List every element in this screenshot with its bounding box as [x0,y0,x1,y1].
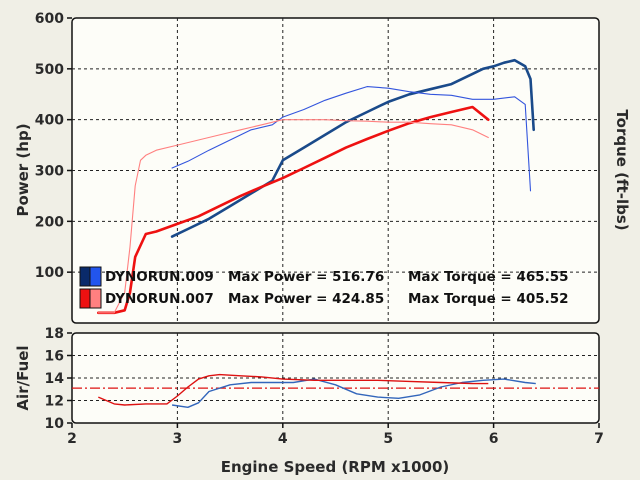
series-dynorun-007-torque [97,119,489,314]
x-tick-label: 6 [489,431,499,447]
x-axis-title: Engine Speed (RPM x1000) [221,458,450,476]
legend-swatch-torque [89,288,102,309]
y-tick-label: 18 [45,326,64,342]
y-axis-title-power: Power (hp) [14,123,32,216]
legend-swatch-torque [89,266,102,287]
power-torque-grid [72,18,599,323]
air-fuel-series-dynorun-009 [171,378,536,408]
legend: DYNORUN.009 Max Power = 516.76 Max Torque … [79,266,569,309]
y-tick-label: 300 [35,164,64,180]
y-tick-label: 12 [45,394,64,410]
y-tick-label: 100 [35,265,64,281]
air-fuel-series-dynorun-007 [98,373,489,406]
legend-swatch-power [79,288,91,309]
x-tick-label: 3 [173,431,183,447]
x-tick-label: 7 [594,431,604,447]
y-axis-title-torque: Torque (ft-lbs) [613,109,631,230]
air-fuel-y-ticks: 10 12 14 16 18 [45,326,72,432]
legend-run-name: DYNORUN.009 [105,269,214,285]
y-tick-label: 14 [45,371,65,387]
legend-row: DYNORUN.009 Max Power = 516.76 Max Torque … [79,266,569,287]
power-torque-series [97,58,536,315]
air-fuel-series [98,373,536,408]
legend-swatch-power [79,266,91,287]
power-torque-y-ticks: 100 200 300 400 500 600 [35,11,72,281]
x-tick-label: 2 [67,431,77,447]
legend-row: DYNORUN.007 Max Power = 424.85 Max Torque … [79,288,569,309]
legend-max-power: Max Power = 516.76 [228,269,384,285]
series-dynorun-009-power [170,58,536,238]
y-tick-label: 500 [35,62,64,78]
power-torque-panel: 100 200 300 400 500 600 DYNORUN.009 Max Power … [35,11,600,324]
x-axis-ticks: 2 3 4 5 6 7 [67,423,604,447]
series-dynorun-009-torque [171,86,532,192]
air-fuel-panel: 10 12 14 16 18 [45,326,600,432]
y-tick-label: 10 [45,416,65,432]
y-tick-label: 16 [45,349,64,365]
legend-max-torque: Max Torque = 405.52 [408,291,569,307]
y-axis-title-air-fuel: Air/Fuel [14,345,32,410]
y-tick-label: 400 [35,113,64,129]
y-tick-label: 600 [35,11,64,27]
x-tick-label: 5 [383,431,393,447]
series-dynorun-007-power [97,105,490,315]
air-fuel-grid [72,333,599,423]
x-tick-label: 4 [278,431,288,447]
y-tick-label: 200 [35,214,64,230]
legend-run-name: DYNORUN.007 [105,291,214,307]
legend-max-power: Max Power = 424.85 [228,291,384,307]
legend-max-torque: Max Torque = 465.55 [408,269,569,285]
